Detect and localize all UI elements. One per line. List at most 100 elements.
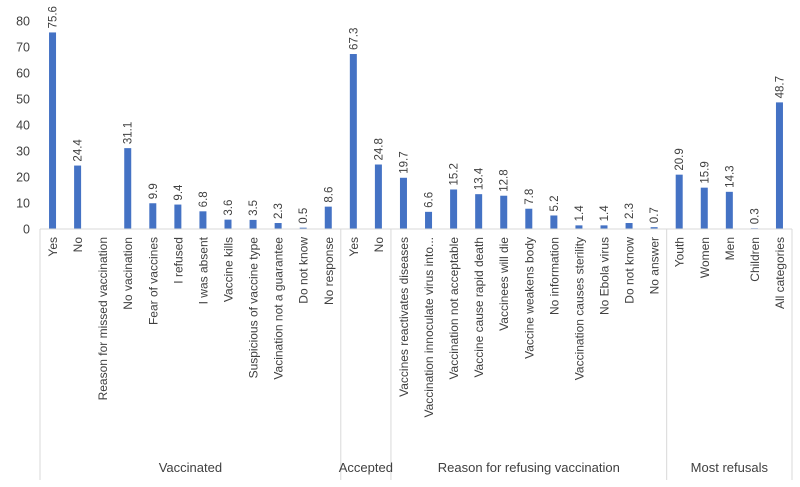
category-label: I was absent — [196, 236, 210, 304]
bar — [374, 164, 382, 229]
bar — [299, 227, 307, 229]
category-label: Vaccine weakens body — [522, 237, 536, 359]
data-label: 3.5 — [248, 200, 260, 216]
category-label: Do not know — [623, 237, 637, 304]
bar — [49, 32, 57, 229]
data-label: 20.9 — [674, 148, 686, 170]
bar — [149, 203, 157, 229]
group-labels: Vaccinated Accepted Reason for refusing va… — [159, 460, 769, 475]
category-label: Women — [698, 237, 712, 278]
category-label: Reason for missed vaccination — [96, 237, 110, 400]
category-label: Men — [723, 237, 737, 260]
bar — [450, 189, 458, 229]
category-label: Suspicious of vaccine type — [247, 237, 261, 379]
bar — [425, 211, 433, 229]
data-label: 0.7 — [649, 207, 661, 223]
data-label: 3.6 — [223, 200, 235, 216]
category-label: Vaccination not acceptable — [447, 237, 461, 380]
category-label: Youth — [673, 237, 687, 267]
y-tick-label: 70 — [16, 41, 30, 55]
data-label: 2.3 — [624, 203, 636, 219]
group-label: Most refusals — [691, 460, 769, 475]
category-label: Vaccine kills — [222, 237, 236, 302]
bar — [124, 148, 132, 229]
bar — [550, 215, 558, 229]
group-label: Accepted — [339, 460, 393, 475]
data-label: 6.6 — [424, 192, 436, 208]
bar — [324, 206, 332, 229]
bar — [500, 195, 508, 229]
data-label: 0.3 — [749, 208, 761, 224]
data-label: 14.3 — [724, 165, 736, 187]
bar — [650, 227, 658, 229]
category-label: Vaccines reactivates diseases — [397, 237, 411, 397]
bar — [725, 191, 733, 229]
data-label: 13.4 — [474, 167, 486, 190]
value-labels: 75.6 24.4 31.1 9.9 9.4 6.8 3.6 3.5 2.3 0.5 8.6 67.3… — [48, 6, 787, 224]
category-label: No response — [322, 237, 336, 305]
category-label: Vaccine cause rapid death — [472, 237, 486, 378]
category-label: No Ebola virus — [598, 237, 612, 315]
category-label: Children — [748, 237, 762, 282]
data-label: 48.7 — [774, 76, 786, 98]
bar — [174, 204, 182, 229]
data-label: 1.4 — [574, 205, 586, 222]
data-label: 7.8 — [524, 189, 536, 205]
bar — [525, 208, 533, 229]
group-label: Vaccinated — [159, 460, 222, 475]
bar — [224, 219, 232, 229]
category-label: Vacination not a guarantee — [272, 237, 286, 380]
data-label: 75.6 — [48, 6, 60, 28]
category-label: Fear of vaccines — [146, 237, 160, 325]
y-tick-label: 0 — [23, 223, 30, 237]
y-tick-label: 20 — [16, 171, 30, 185]
category-label: I refused — [171, 237, 185, 284]
y-tick-label: 30 — [16, 145, 30, 159]
data-label: 31.1 — [123, 122, 135, 144]
data-label: 67.3 — [348, 28, 360, 50]
data-label: 5.2 — [549, 195, 561, 211]
data-label: 12.8 — [499, 169, 511, 191]
category-label: Vaccination causes sterility — [572, 237, 586, 380]
data-label: 8.6 — [323, 187, 335, 203]
bars — [49, 32, 783, 230]
data-label: 24.4 — [73, 139, 85, 162]
data-label: 2.3 — [273, 203, 285, 219]
category-label: All categories — [773, 237, 787, 309]
x-axis — [39, 228, 793, 480]
category-label: Vaccinees will die — [497, 237, 511, 331]
category-label: No vacination — [121, 237, 135, 310]
bar — [700, 187, 708, 229]
data-label: 1.4 — [599, 205, 611, 222]
category-label: No — [71, 237, 85, 253]
bar — [675, 174, 683, 229]
data-label: 15.9 — [699, 161, 711, 183]
category-label: Do not know — [297, 237, 311, 304]
group-label: Reason for refusing vaccination — [438, 460, 620, 475]
data-label: 9.4 — [173, 184, 185, 201]
category-label: No information — [547, 237, 561, 315]
bar — [475, 194, 483, 229]
bar — [600, 225, 608, 229]
data-label: 6.8 — [198, 191, 210, 207]
category-label: No — [372, 237, 386, 253]
data-label: 9.9 — [148, 183, 160, 199]
bar — [74, 165, 82, 229]
bar — [249, 219, 257, 229]
data-label: 0.5 — [298, 208, 310, 224]
y-axis: 0 10 20 30 40 50 60 70 80 — [16, 15, 30, 237]
y-tick-label: 40 — [16, 119, 30, 133]
bar — [274, 223, 282, 229]
category-label: Vaccination innoculate virus into... — [422, 237, 436, 418]
bar — [399, 177, 407, 229]
y-tick-label: 50 — [16, 93, 30, 107]
y-tick-label: 80 — [16, 15, 30, 29]
bar — [775, 102, 783, 229]
category-label: Yes — [347, 237, 361, 257]
category-label: No answer — [648, 237, 662, 294]
data-label: 19.7 — [398, 151, 410, 173]
bar — [349, 54, 357, 229]
y-tick-label: 10 — [16, 197, 30, 211]
category-labels: Yes No Reason for missed vaccination No vac… — [46, 236, 787, 417]
